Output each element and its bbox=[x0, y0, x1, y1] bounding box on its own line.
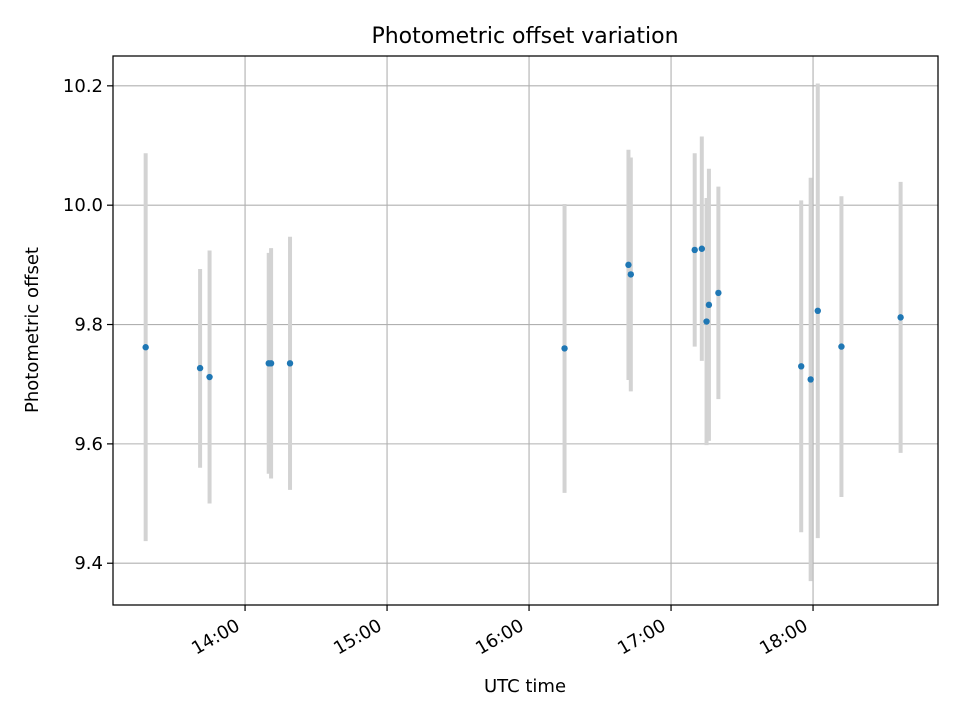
y-tick-label: 9.8 bbox=[74, 315, 103, 336]
data-point bbox=[561, 345, 568, 352]
chart-title: Photometric offset variation bbox=[371, 24, 678, 49]
data-points bbox=[142, 245, 904, 383]
data-point bbox=[798, 363, 805, 370]
data-point bbox=[698, 245, 706, 252]
data-point bbox=[142, 344, 149, 351]
data-point bbox=[206, 373, 213, 381]
data-point bbox=[703, 318, 710, 325]
data-point bbox=[691, 246, 698, 254]
y-tick-label: 10.2 bbox=[63, 76, 103, 97]
data-point bbox=[838, 343, 845, 350]
data-point bbox=[196, 364, 204, 372]
data-point bbox=[286, 360, 294, 367]
data-point bbox=[715, 289, 722, 297]
y-ticks: 9.4 9.6 9.8 10.0 10.2 bbox=[63, 76, 113, 574]
data-point bbox=[814, 307, 821, 315]
y-axis-label: Photometric offset bbox=[22, 247, 43, 413]
plot-frame bbox=[112, 55, 939, 606]
x-axis-label: UTC time bbox=[484, 676, 566, 697]
data-point bbox=[625, 261, 632, 269]
y-tick-label: 9.4 bbox=[74, 553, 103, 574]
data-point bbox=[705, 301, 713, 309]
data-point bbox=[897, 314, 904, 321]
data-point bbox=[267, 360, 275, 367]
y-tick-label: 9.6 bbox=[74, 434, 103, 455]
y-tick-label: 10.0 bbox=[63, 195, 103, 216]
data-point bbox=[627, 271, 635, 278]
data-point bbox=[807, 376, 814, 383]
